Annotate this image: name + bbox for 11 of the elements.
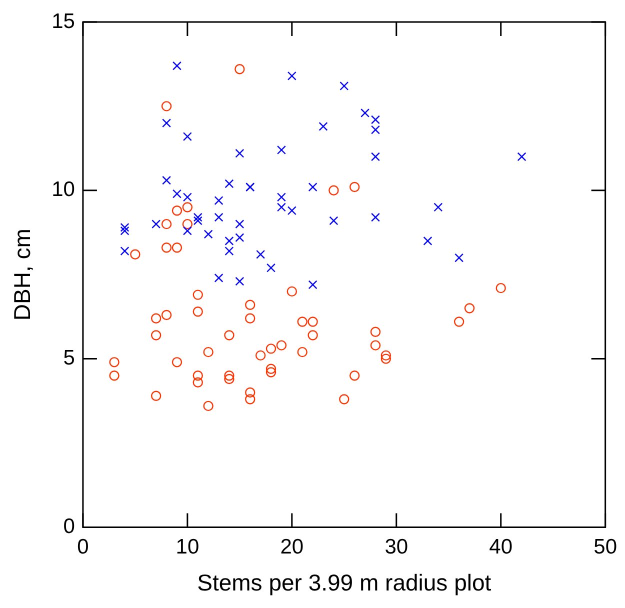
y-tick-label: 0 bbox=[63, 514, 75, 538]
x-tick-label: 20 bbox=[280, 536, 304, 559]
x-tick-label: 30 bbox=[384, 536, 408, 559]
x-tick-label: 10 bbox=[176, 536, 200, 559]
x-tick-label: 40 bbox=[489, 536, 513, 559]
y-tick-label: 15 bbox=[52, 10, 75, 33]
y-tick-label: 10 bbox=[52, 178, 75, 202]
x-axis-title: Stems per 3.99 m radius plot bbox=[197, 570, 492, 596]
x-tick-label: 50 bbox=[594, 536, 617, 559]
y-axis-title: DBH, cm bbox=[9, 228, 36, 321]
y-tick-label: 5 bbox=[63, 346, 75, 370]
